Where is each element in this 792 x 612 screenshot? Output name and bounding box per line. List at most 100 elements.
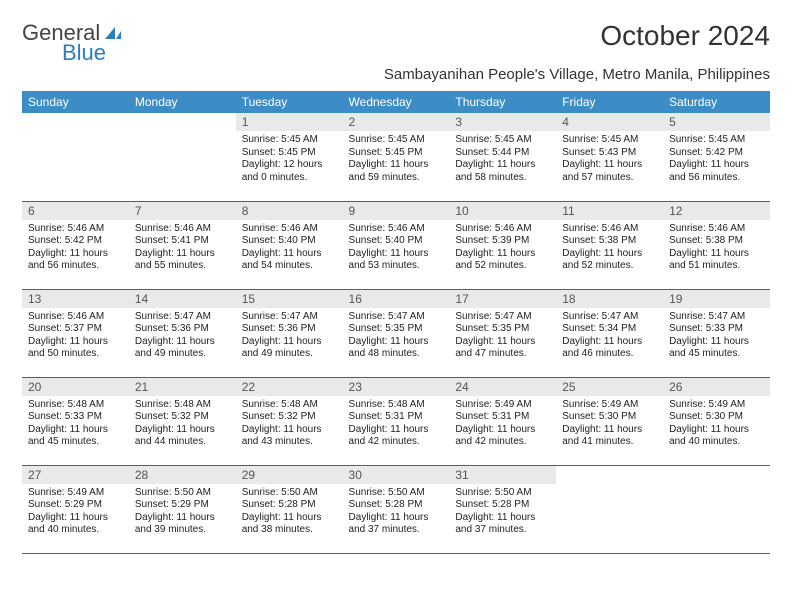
calendar-week-row: 20Sunrise: 5:48 AMSunset: 5:33 PMDayligh…	[22, 377, 770, 465]
calendar-week-row: ....1Sunrise: 5:45 AMSunset: 5:45 PMDayl…	[22, 113, 770, 201]
sunrise-text: Sunrise: 5:46 AM	[242, 223, 337, 236]
day-details: Sunrise: 5:45 AMSunset: 5:42 PMDaylight:…	[663, 131, 770, 188]
sunset-text: Sunset: 5:37 PM	[28, 323, 123, 336]
day-number: 20	[22, 378, 129, 396]
daylight-text: Daylight: 11 hours and 44 minutes.	[135, 424, 230, 449]
sunrise-text: Sunrise: 5:49 AM	[669, 399, 764, 412]
weekday-header: Thursday	[449, 91, 556, 113]
sunrise-text: Sunrise: 5:47 AM	[242, 311, 337, 324]
calendar-day-cell: 29Sunrise: 5:50 AMSunset: 5:28 PMDayligh…	[236, 465, 343, 553]
sunrise-text: Sunrise: 5:50 AM	[135, 487, 230, 500]
calendar-day-cell: 10Sunrise: 5:46 AMSunset: 5:39 PMDayligh…	[449, 201, 556, 289]
calendar-day-cell: 28Sunrise: 5:50 AMSunset: 5:29 PMDayligh…	[129, 465, 236, 553]
sunrise-text: Sunrise: 5:45 AM	[455, 134, 550, 147]
day-details: Sunrise: 5:49 AMSunset: 5:30 PMDaylight:…	[663, 396, 770, 453]
day-number: 17	[449, 290, 556, 308]
logo-sail-icon	[103, 25, 123, 41]
day-details: Sunrise: 5:47 AMSunset: 5:35 PMDaylight:…	[449, 308, 556, 365]
calendar-table: SundayMondayTuesdayWednesdayThursdayFrid…	[22, 91, 770, 554]
daylight-text: Daylight: 11 hours and 50 minutes.	[28, 336, 123, 361]
sunset-text: Sunset: 5:38 PM	[562, 235, 657, 248]
sunrise-text: Sunrise: 5:47 AM	[349, 311, 444, 324]
day-number: 10	[449, 202, 556, 220]
day-number: 11	[556, 202, 663, 220]
calendar-day-cell: 13Sunrise: 5:46 AMSunset: 5:37 PMDayligh…	[22, 289, 129, 377]
day-details: Sunrise: 5:46 AMSunset: 5:42 PMDaylight:…	[22, 220, 129, 277]
calendar-day-cell: 19Sunrise: 5:47 AMSunset: 5:33 PMDayligh…	[663, 289, 770, 377]
calendar-week-row: 13Sunrise: 5:46 AMSunset: 5:37 PMDayligh…	[22, 289, 770, 377]
sunrise-text: Sunrise: 5:46 AM	[455, 223, 550, 236]
sunset-text: Sunset: 5:41 PM	[135, 235, 230, 248]
sunset-text: Sunset: 5:33 PM	[669, 323, 764, 336]
sunset-text: Sunset: 5:28 PM	[242, 499, 337, 512]
day-number: 27	[22, 466, 129, 484]
day-details: Sunrise: 5:46 AMSunset: 5:38 PMDaylight:…	[663, 220, 770, 277]
sunset-text: Sunset: 5:31 PM	[455, 411, 550, 424]
day-details: Sunrise: 5:50 AMSunset: 5:28 PMDaylight:…	[449, 484, 556, 541]
sunset-text: Sunset: 5:42 PM	[669, 147, 764, 160]
sunrise-text: Sunrise: 5:48 AM	[349, 399, 444, 412]
calendar-day-cell: 4Sunrise: 5:45 AMSunset: 5:43 PMDaylight…	[556, 113, 663, 201]
day-details: Sunrise: 5:46 AMSunset: 5:40 PMDaylight:…	[236, 220, 343, 277]
daylight-text: Daylight: 11 hours and 43 minutes.	[242, 424, 337, 449]
sunrise-text: Sunrise: 5:50 AM	[242, 487, 337, 500]
day-number: 7	[129, 202, 236, 220]
location-subtitle: Sambayanihan People's Village, Metro Man…	[22, 66, 770, 83]
sunrise-text: Sunrise: 5:47 AM	[455, 311, 550, 324]
daylight-text: Daylight: 11 hours and 37 minutes.	[349, 512, 444, 537]
daylight-text: Daylight: 11 hours and 52 minutes.	[455, 248, 550, 273]
sunrise-text: Sunrise: 5:46 AM	[135, 223, 230, 236]
sunset-text: Sunset: 5:28 PM	[349, 499, 444, 512]
calendar-day-cell: 6Sunrise: 5:46 AMSunset: 5:42 PMDaylight…	[22, 201, 129, 289]
calendar-day-cell: 12Sunrise: 5:46 AMSunset: 5:38 PMDayligh…	[663, 201, 770, 289]
sunrise-text: Sunrise: 5:46 AM	[349, 223, 444, 236]
sunrise-text: Sunrise: 5:45 AM	[242, 134, 337, 147]
daylight-text: Daylight: 11 hours and 58 minutes.	[455, 159, 550, 184]
day-number: 14	[129, 290, 236, 308]
sunrise-text: Sunrise: 5:45 AM	[669, 134, 764, 147]
day-number: 2	[343, 113, 450, 131]
page-title: October 2024	[600, 20, 770, 52]
calendar-day-cell: 3Sunrise: 5:45 AMSunset: 5:44 PMDaylight…	[449, 113, 556, 201]
daylight-text: Daylight: 11 hours and 45 minutes.	[28, 424, 123, 449]
sunset-text: Sunset: 5:35 PM	[455, 323, 550, 336]
day-number: 12	[663, 202, 770, 220]
calendar-day-cell: 8Sunrise: 5:46 AMSunset: 5:40 PMDaylight…	[236, 201, 343, 289]
day-number: 25	[556, 378, 663, 396]
calendar-day-cell: 16Sunrise: 5:47 AMSunset: 5:35 PMDayligh…	[343, 289, 450, 377]
calendar-body: ....1Sunrise: 5:45 AMSunset: 5:45 PMDayl…	[22, 113, 770, 553]
day-number: 28	[129, 466, 236, 484]
day-details: Sunrise: 5:50 AMSunset: 5:28 PMDaylight:…	[236, 484, 343, 541]
sunrise-text: Sunrise: 5:45 AM	[562, 134, 657, 147]
calendar-day-cell: 22Sunrise: 5:48 AMSunset: 5:32 PMDayligh…	[236, 377, 343, 465]
calendar-day-cell: 20Sunrise: 5:48 AMSunset: 5:33 PMDayligh…	[22, 377, 129, 465]
sunset-text: Sunset: 5:29 PM	[28, 499, 123, 512]
sunrise-text: Sunrise: 5:49 AM	[455, 399, 550, 412]
day-number: 19	[663, 290, 770, 308]
daylight-text: Daylight: 11 hours and 41 minutes.	[562, 424, 657, 449]
sunrise-text: Sunrise: 5:47 AM	[562, 311, 657, 324]
day-details: Sunrise: 5:47 AMSunset: 5:33 PMDaylight:…	[663, 308, 770, 365]
daylight-text: Daylight: 11 hours and 46 minutes.	[562, 336, 657, 361]
daylight-text: Daylight: 12 hours and 0 minutes.	[242, 159, 337, 184]
day-details: Sunrise: 5:49 AMSunset: 5:29 PMDaylight:…	[22, 484, 129, 541]
weekday-header: Wednesday	[343, 91, 450, 113]
sunrise-text: Sunrise: 5:46 AM	[28, 311, 123, 324]
sunrise-text: Sunrise: 5:47 AM	[669, 311, 764, 324]
sunrise-text: Sunrise: 5:46 AM	[562, 223, 657, 236]
daylight-text: Daylight: 11 hours and 59 minutes.	[349, 159, 444, 184]
sunset-text: Sunset: 5:43 PM	[562, 147, 657, 160]
calendar-day-cell: 30Sunrise: 5:50 AMSunset: 5:28 PMDayligh…	[343, 465, 450, 553]
calendar-day-cell: 25Sunrise: 5:49 AMSunset: 5:30 PMDayligh…	[556, 377, 663, 465]
day-number: 23	[343, 378, 450, 396]
calendar-day-cell: 27Sunrise: 5:49 AMSunset: 5:29 PMDayligh…	[22, 465, 129, 553]
day-number: 3	[449, 113, 556, 131]
calendar-day-cell: 5Sunrise: 5:45 AMSunset: 5:42 PMDaylight…	[663, 113, 770, 201]
calendar-day-cell: 1Sunrise: 5:45 AMSunset: 5:45 PMDaylight…	[236, 113, 343, 201]
daylight-text: Daylight: 11 hours and 40 minutes.	[28, 512, 123, 537]
sunrise-text: Sunrise: 5:46 AM	[669, 223, 764, 236]
daylight-text: Daylight: 11 hours and 45 minutes.	[669, 336, 764, 361]
daylight-text: Daylight: 11 hours and 49 minutes.	[135, 336, 230, 361]
calendar-day-cell: ..	[22, 113, 129, 201]
calendar-day-cell: 2Sunrise: 5:45 AMSunset: 5:45 PMDaylight…	[343, 113, 450, 201]
